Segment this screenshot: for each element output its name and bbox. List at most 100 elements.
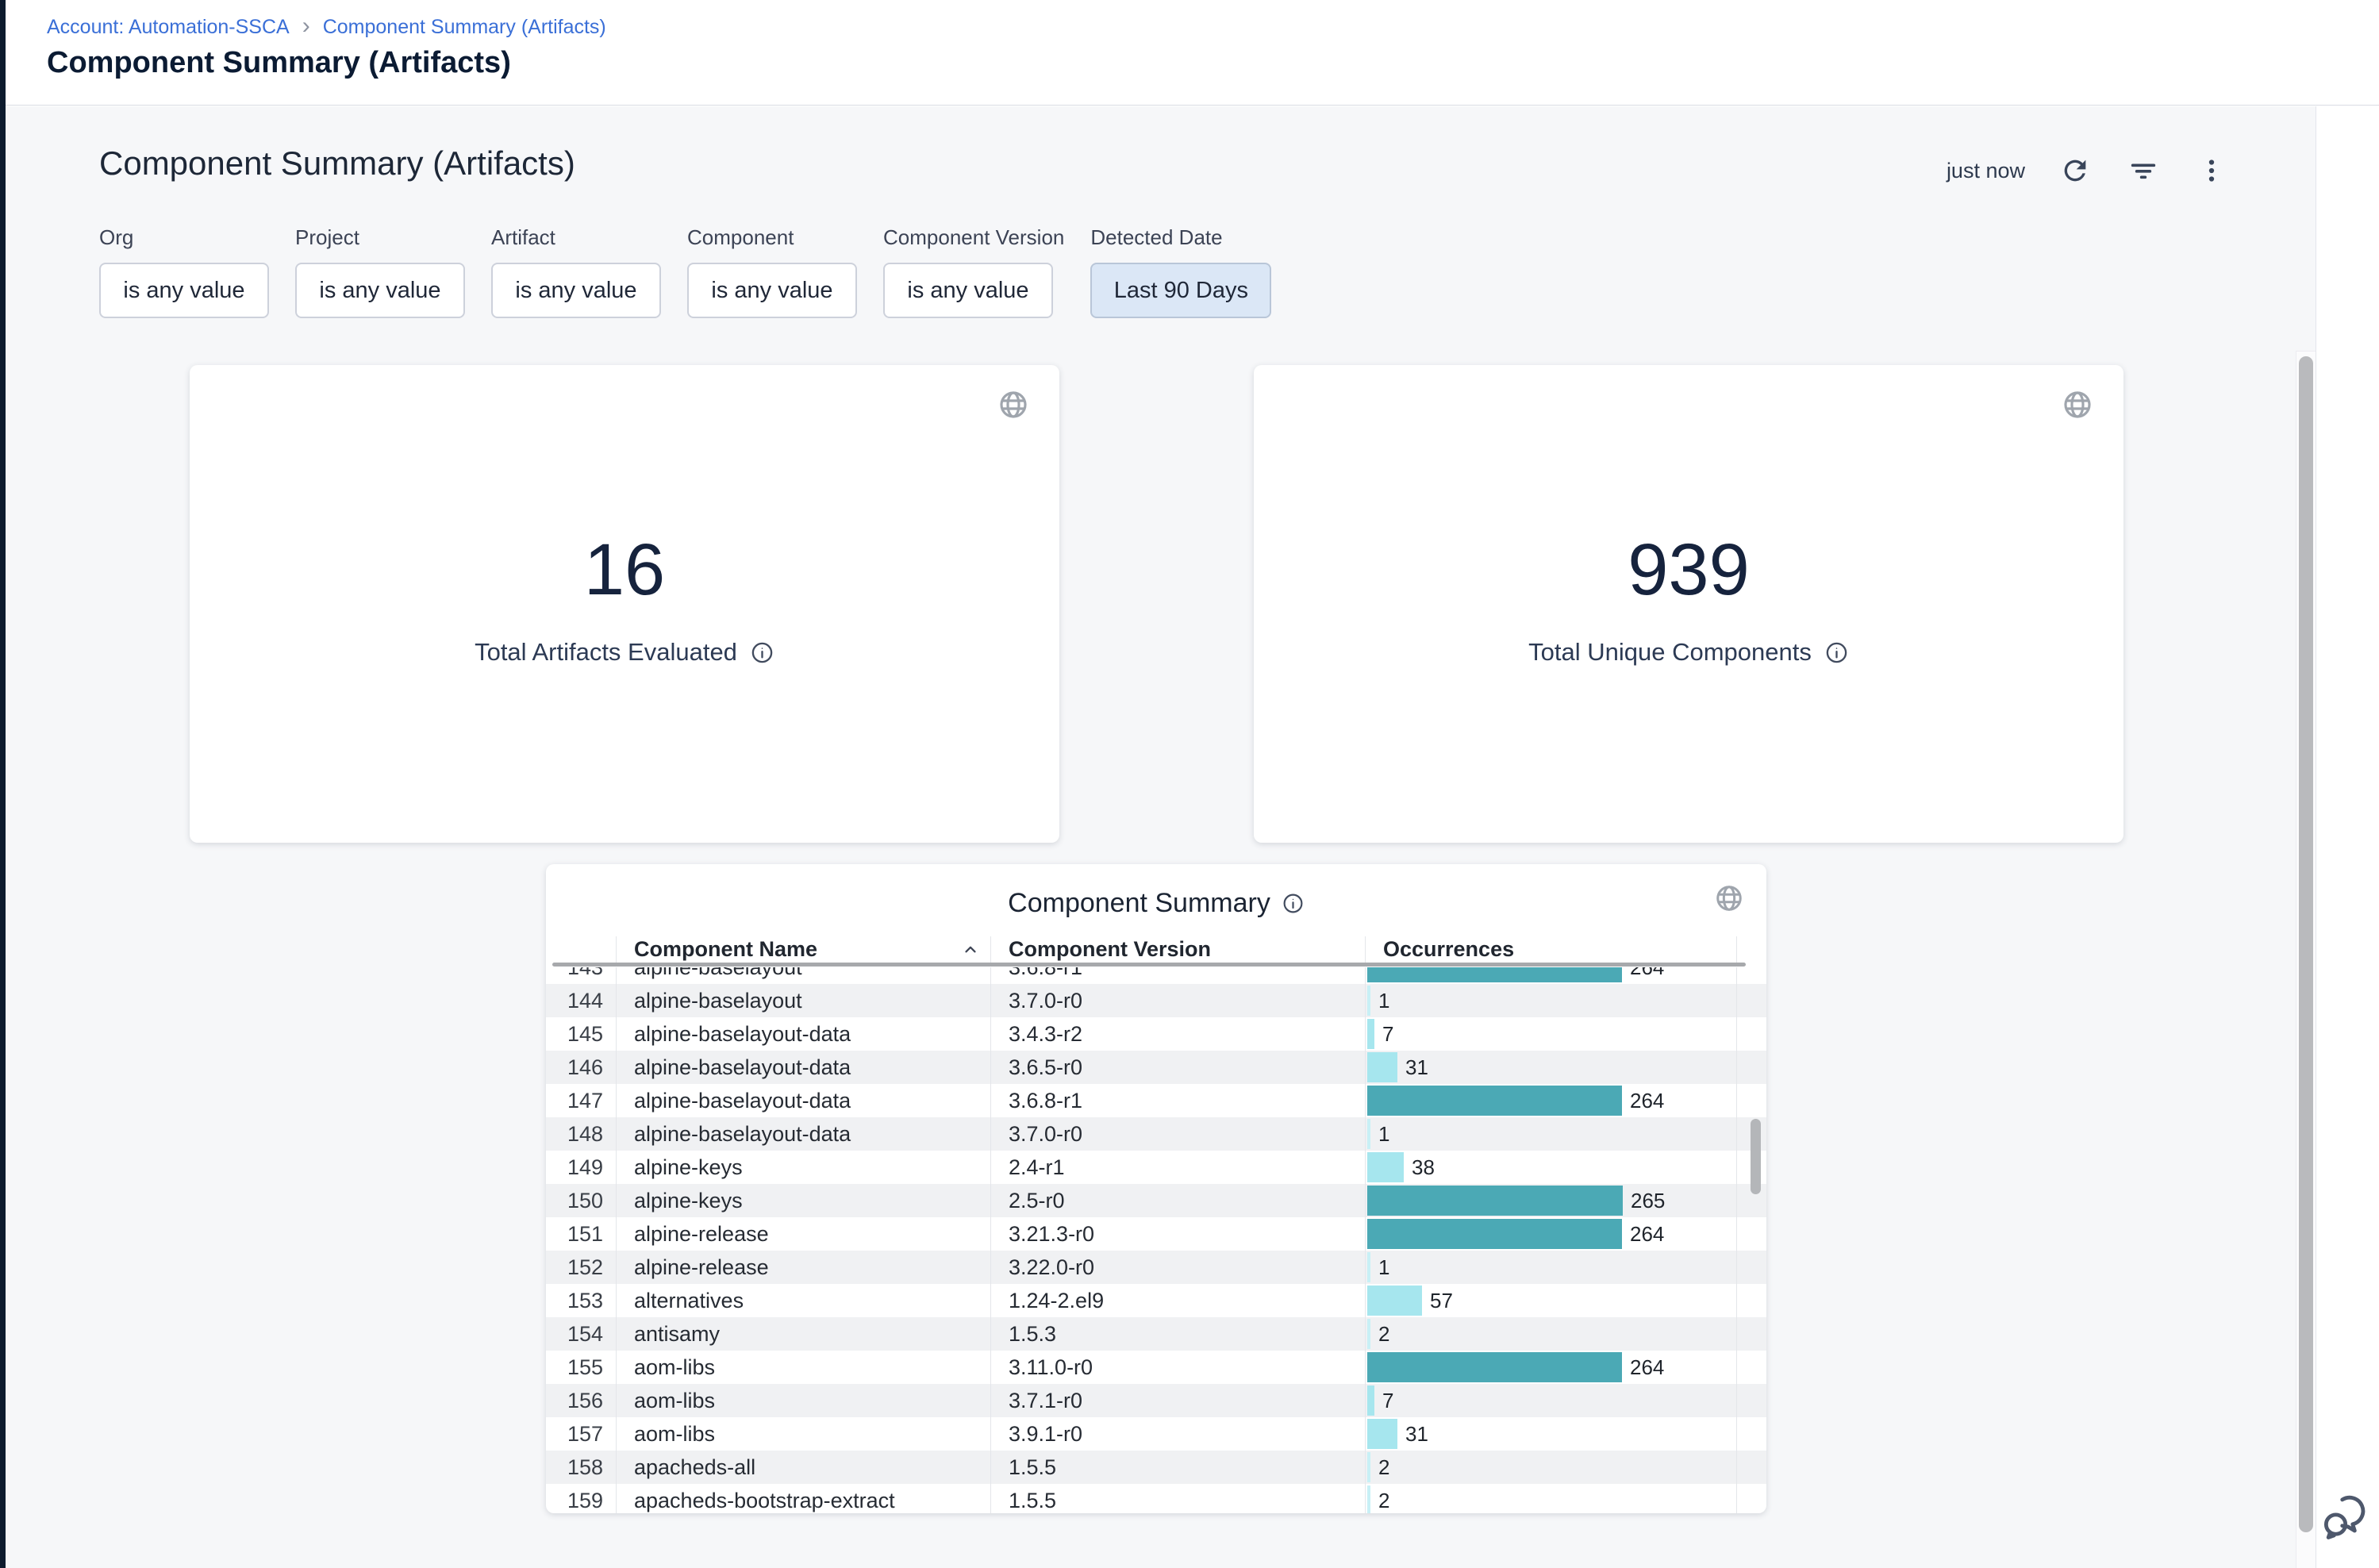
filter-label: Project [295,225,359,249]
kebab-menu-button[interactable] [2193,152,2230,189]
chevron-right-icon: › [302,12,310,39]
occurrences-cell: 264 [1365,1217,1736,1251]
dashboard-title: Component Summary (Artifacts) [99,144,575,182]
row-number: 159 [567,1488,603,1512]
row-number: 157 [567,1421,603,1446]
scroll-gutter [1736,1317,1766,1351]
table-row[interactable]: 146 alpine-baselayout-data 3.6.5-r0 31 [546,1051,1766,1084]
component-version-cell: 3.7.0-r0 [990,1117,1365,1151]
scroll-gutter [1736,1284,1766,1317]
component-version-cell: 2.4-r1 [990,1151,1365,1184]
globe-icon [997,389,1029,425]
table-row[interactable]: 158 apacheds-all 1.5.5 2 [546,1451,1766,1484]
scroll-gutter [1736,967,1766,984]
component-version-cell: 3.7.0-r0 [990,984,1365,1017]
total-artifacts-value: 16 [583,529,666,610]
table-row[interactable]: 144 alpine-baselayout 3.7.0-r0 1 [546,984,1766,1017]
table-horizontal-scrollbar[interactable] [552,963,1746,967]
scroll-gutter [1736,1117,1766,1151]
component-name-cell: aom-libs [616,1417,990,1451]
row-number: 149 [567,1155,603,1179]
table-row[interactable]: 156 aom-libs 3.7.1-r0 7 [546,1384,1766,1417]
occurrences-cell: 2 [1365,1317,1736,1351]
component-version-cell: 1.5.5 [990,1484,1365,1513]
table-row[interactable]: 145 alpine-baselayout-data 3.4.3-r2 7 [546,1017,1766,1051]
scroll-gutter [1736,936,1766,963]
filter-value-button[interactable]: is any value [99,263,269,318]
filter-label: Detected Date [1090,225,1223,249]
table-vertical-scrollbar-thumb[interactable] [1751,1119,1761,1194]
scroll-gutter [1736,1251,1766,1284]
left-nav-edge [0,0,6,1568]
info-icon[interactable] [1824,640,1849,665]
filter-value-button[interactable]: is any value [883,263,1053,318]
row-number: 156 [567,1388,603,1412]
breadcrumb-page-link[interactable]: Component Summary (Artifacts) [322,16,606,38]
column-header-component-version[interactable]: Component Version [990,936,1365,963]
row-number: 152 [567,1255,603,1279]
row-number: 153 [567,1288,603,1312]
filter-label: Org [99,225,134,249]
table-row[interactable]: 152 alpine-release 3.22.0-r0 1 [546,1251,1766,1284]
table-row[interactable]: 154 antisamy 1.5.3 2 [546,1317,1766,1351]
occurrence-value: 31 [1405,1421,1428,1446]
table-row[interactable]: 147 alpine-baselayout-data 3.6.8-r1 264 [546,1084,1766,1117]
filter-value-button[interactable]: is any value [687,263,857,318]
info-icon[interactable] [750,640,774,665]
table-row[interactable]: 143 alpine-baselayout 3.6.8-r1 264 [546,967,1766,984]
occurrence-bar [1367,1052,1397,1082]
dashboard-scrollbar-thumb[interactable] [2299,356,2313,1532]
scroll-gutter [1736,1217,1766,1251]
table-row[interactable]: 157 aom-libs 3.9.1-r0 31 [546,1417,1766,1451]
occurrence-bar [1367,1319,1370,1349]
occurrences-cell: 31 [1365,1417,1736,1451]
occurrences-cell: 2 [1365,1451,1736,1484]
filter-value-button[interactable]: Last 90 Days [1090,263,1272,318]
filter-value: is any value [711,277,833,303]
filter-detected-date: Detected Date Last 90 Days [1090,225,1272,318]
occurrence-value: 2 [1378,1321,1390,1346]
table-row[interactable]: 149 alpine-keys 2.4-r1 38 [546,1151,1766,1184]
occurrence-value: 57 [1430,1288,1453,1312]
scroll-gutter [1736,1384,1766,1417]
total-unique-components-value: 939 [1628,529,1750,610]
column-header-component-name[interactable]: Component Name [616,936,990,963]
scroll-gutter [1736,1017,1766,1051]
component-version-cell: 3.11.0-r0 [990,1351,1365,1384]
occurrence-bar [1367,1485,1370,1513]
filter-value-button[interactable]: is any value [295,263,465,318]
dashboard-scrollbar-track[interactable] [2296,351,2316,1568]
row-number: 145 [567,1021,603,1046]
dashboard-controls: just now [1947,152,2230,189]
occurrence-bar [1367,1252,1370,1282]
occurrences-cell: 264 [1365,967,1736,984]
table-body: 143 alpine-baselayout 3.6.8-r1 264 144 a… [546,967,1766,1513]
table-row[interactable]: 155 aom-libs 3.11.0-r0 264 [546,1351,1766,1384]
occurrence-value: 265 [1631,1188,1666,1213]
filter-value-button[interactable]: is any value [491,263,661,318]
component-version-cell: 3.6.8-r1 [990,1084,1365,1117]
component-name-cell: alpine-keys [616,1184,990,1217]
chat-support-icon[interactable] [2319,1490,2373,1544]
table-row[interactable]: 151 alpine-release 3.21.3-r0 264 [546,1217,1766,1251]
table-row[interactable]: 148 alpine-baselayout-data 3.7.0-r0 1 [546,1117,1766,1151]
occurrence-bar [1367,1119,1370,1149]
info-icon[interactable] [1282,892,1305,915]
breadcrumb: Account: Automation-SSCA › Component Sum… [47,12,606,39]
dashboard-area: Component Summary (Artifacts) just now O… [6,106,2316,1568]
table-row[interactable]: 153 alternatives 1.24-2.el9 57 [546,1284,1766,1317]
column-header-occurrences[interactable]: Occurrences [1365,936,1736,963]
row-number: 146 [567,1055,603,1079]
scroll-gutter [1736,1484,1766,1513]
filters-row: Org is any value Project is any value Ar… [99,225,1272,318]
table-row[interactable]: 150 alpine-keys 2.5-r0 265 [546,1184,1766,1217]
filter-component-version: Component Version is any value [883,225,1064,318]
refresh-button[interactable] [2057,152,2093,189]
occurrence-bar [1367,1452,1370,1482]
breadcrumb-account-link[interactable]: Account: Automation-SSCA [47,16,290,38]
occurrences-cell: 38 [1365,1151,1736,1184]
component-version-cell: 3.7.1-r0 [990,1384,1365,1417]
filter-icon-button[interactable] [2125,152,2162,189]
table-row[interactable]: 159 apacheds-bootstrap-extract 1.5.5 2 [546,1484,1766,1513]
